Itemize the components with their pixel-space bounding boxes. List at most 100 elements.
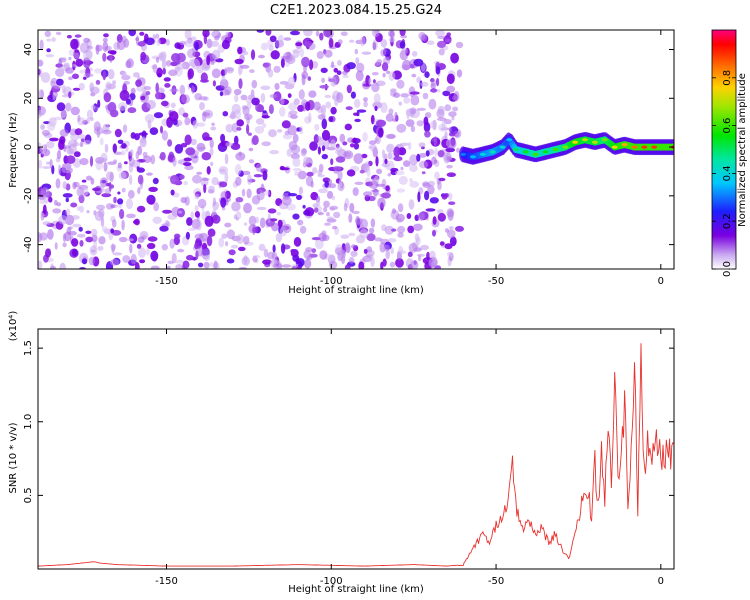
noise-blob (59, 262, 66, 269)
noise-blob (185, 147, 196, 156)
x-tick-label: -50 (488, 276, 504, 287)
noise-blob (390, 247, 394, 255)
noise-blob (211, 68, 221, 79)
noise-blob (71, 248, 78, 257)
noise-blob (434, 147, 438, 157)
noise-blob (90, 228, 98, 237)
noise-blob (422, 182, 431, 188)
noise-blob (337, 60, 342, 66)
y-tick-label: 1.0 (23, 414, 34, 430)
noise-blob (103, 162, 108, 172)
noise-blob (448, 201, 456, 205)
noise-blob (247, 132, 252, 136)
noise-blob (99, 137, 104, 146)
noise-blob (430, 88, 438, 93)
noise-blob (159, 52, 167, 62)
noise-blob (184, 39, 194, 48)
noise-blob (441, 193, 448, 200)
snr-xlabel: Height of straight line (km) (288, 584, 424, 595)
noise-blob (203, 183, 207, 194)
noise-blob (129, 243, 133, 254)
noise-blob (282, 223, 292, 234)
noise-blob (148, 200, 155, 205)
noise-blob (280, 167, 290, 171)
noise-blob (316, 51, 324, 59)
noise-blob (146, 99, 156, 110)
noise-blob (356, 109, 367, 113)
noise-blob (209, 261, 213, 267)
noise-blob (313, 101, 321, 111)
noise-blob (148, 186, 158, 192)
noise-blob (408, 199, 415, 210)
noise-blob (441, 119, 446, 131)
noise-blob (237, 46, 243, 55)
noise-blob (348, 232, 356, 237)
noise-blob (199, 102, 205, 111)
noise-blob (288, 102, 297, 111)
noise-blob (351, 244, 357, 249)
noise-blob (222, 111, 229, 117)
noise-blob (301, 74, 306, 86)
noise-blob (196, 142, 206, 152)
noise-blob (62, 233, 67, 243)
noise-blob (385, 113, 394, 122)
noise-blob (155, 33, 160, 39)
noise-blob (235, 176, 242, 186)
noise-blob (449, 236, 457, 247)
noise-blob (204, 215, 214, 227)
noise-blob (254, 125, 265, 134)
noise-blob (286, 51, 291, 57)
noise-blob (394, 170, 405, 176)
noise-blob (45, 248, 51, 258)
noise-blob (446, 208, 455, 218)
noise-blob (128, 30, 136, 37)
noise-blob (138, 132, 148, 136)
noise-blob (59, 129, 69, 137)
noise-blob (138, 247, 146, 258)
noise-blob (382, 73, 386, 78)
noise-blob (39, 39, 44, 51)
noise-blob (152, 177, 159, 185)
noise-blob (395, 258, 404, 268)
noise-blob (280, 58, 285, 68)
noise-blob (352, 187, 359, 197)
signal-point (489, 150, 496, 154)
noise-blob (186, 254, 194, 261)
x-tick-label: 0 (658, 276, 664, 287)
noise-blob (137, 174, 144, 185)
noise-blob (125, 60, 132, 69)
noise-blob (166, 265, 171, 269)
noise-blob (406, 213, 412, 219)
noise-blob (255, 163, 262, 172)
noise-blob (234, 94, 239, 103)
noise-blob (448, 126, 452, 133)
noise-blob (444, 228, 450, 233)
noise-blob (65, 102, 72, 112)
noise-blob (203, 261, 210, 269)
noise-blob (352, 210, 360, 215)
noise-blob (375, 156, 379, 167)
noise-blob (105, 81, 112, 91)
noise-blob (405, 258, 414, 269)
noise-blob (321, 129, 331, 141)
noise-blob (280, 97, 285, 106)
noise-blob (363, 97, 368, 102)
noise-blob (233, 214, 237, 220)
noise-blob (446, 139, 457, 149)
noise-blob (343, 202, 348, 212)
noise-blob (129, 149, 134, 158)
noise-blob (133, 219, 140, 225)
noise-blob (409, 154, 418, 166)
noise-blob (52, 208, 62, 214)
noise-blob (326, 212, 330, 217)
spectrogram-panel: -150 -100 -50 0 -40 -20 0 20 40 Height of strai… (8, 29, 675, 296)
noise-blob (420, 81, 429, 87)
noise-blob (435, 30, 445, 37)
noise-blob (437, 40, 446, 49)
noise-blob (304, 40, 313, 48)
signal-point (512, 147, 519, 152)
noise-blob (255, 118, 265, 125)
noise-blob (40, 72, 51, 83)
noise-blob (89, 245, 98, 256)
noise-blob (353, 153, 364, 165)
